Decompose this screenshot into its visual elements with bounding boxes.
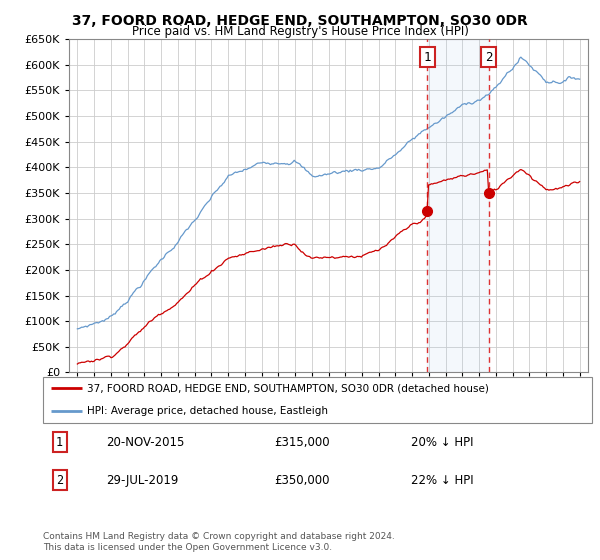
Text: 20-NOV-2015: 20-NOV-2015	[106, 436, 185, 449]
Text: £350,000: £350,000	[274, 474, 329, 487]
Bar	[427, 39, 489, 372]
FancyBboxPatch shape	[43, 377, 592, 423]
Text: 37, FOORD ROAD, HEDGE END, SOUTHAMPTON, SO30 0DR (detached house): 37, FOORD ROAD, HEDGE END, SOUTHAMPTON, …	[87, 384, 489, 393]
Text: HPI: Average price, detached house, Eastleigh: HPI: Average price, detached house, East…	[87, 407, 328, 416]
Text: 37, FOORD ROAD, HEDGE END, SOUTHAMPTON, SO30 0DR: 37, FOORD ROAD, HEDGE END, SOUTHAMPTON, …	[72, 14, 528, 28]
Text: 2: 2	[485, 50, 493, 64]
Text: £315,000: £315,000	[274, 436, 329, 449]
Text: 1: 1	[424, 50, 431, 64]
Text: Price paid vs. HM Land Registry's House Price Index (HPI): Price paid vs. HM Land Registry's House …	[131, 25, 469, 38]
Text: 1: 1	[56, 436, 63, 449]
Text: 29-JUL-2019: 29-JUL-2019	[106, 474, 179, 487]
Text: 22% ↓ HPI: 22% ↓ HPI	[411, 474, 473, 487]
Text: 20% ↓ HPI: 20% ↓ HPI	[411, 436, 473, 449]
Text: Contains HM Land Registry data © Crown copyright and database right 2024.
This d: Contains HM Land Registry data © Crown c…	[43, 532, 395, 552]
Text: 2: 2	[56, 474, 63, 487]
